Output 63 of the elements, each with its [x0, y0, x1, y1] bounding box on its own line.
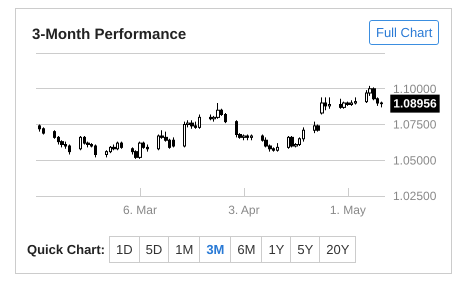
- candlestick: [272, 146, 275, 152]
- candlestick: [316, 124, 320, 132]
- text: 20Y: [319, 236, 356, 263]
- candlestick: [224, 112, 227, 124]
- candlestick: [246, 134, 249, 141]
- candlestick: [264, 136, 268, 148]
- candlestick: [183, 121, 186, 148]
- x-tick-label: 6. Mar: [122, 203, 157, 217]
- candlestick: [365, 90, 368, 104]
- x-tick-label: 1. May: [330, 203, 366, 217]
- text: 5Y: [290, 236, 320, 263]
- text: 1M: [168, 236, 200, 263]
- annotation: 1.08956: [393, 96, 437, 111]
- candlestick: [60, 140, 64, 148]
- candlestick: [138, 141, 142, 160]
- x-tick-label: 3. Apr: [228, 203, 260, 217]
- candlestick: [216, 102, 220, 120]
- candlestick: [276, 142, 279, 152]
- candlestick: [350, 100, 353, 106]
- candlestick: [380, 101, 383, 108]
- candlestick: [290, 135, 294, 148]
- candlestick: [342, 101, 346, 110]
- candlestick: [131, 146, 134, 156]
- text: 1Y: [261, 236, 292, 263]
- text: 6M: [230, 236, 262, 263]
- candlestick: [105, 150, 108, 158]
- candlestick: [324, 96, 327, 111]
- candlestick: [242, 134, 246, 141]
- candlestick: [320, 96, 324, 115]
- candlestick: [346, 101, 350, 106]
- candlestick: [112, 144, 116, 151]
- text: Quick Chart:: [27, 242, 106, 257]
- candlestick: [79, 135, 82, 151]
- text: Full Chart: [369, 20, 440, 45]
- candlestick: [190, 120, 194, 130]
- candlestick: [42, 126, 45, 136]
- y-tick-label: 1.07500: [393, 118, 437, 132]
- y-tick-label: 1.05000: [393, 153, 437, 168]
- y-tick-label: 1.10000: [393, 82, 437, 96]
- chart-title: 3-Month Performance: [32, 26, 186, 43]
- candlestick: [354, 96, 357, 105]
- candlestick: [328, 96, 331, 110]
- text: 5D: [138, 236, 170, 263]
- candlestick: [209, 114, 212, 121]
- candlestick: [146, 144, 149, 152]
- candlestick: [120, 141, 123, 150]
- candlestick: [287, 135, 290, 150]
- candlestick: [94, 144, 97, 158]
- candlestick: [157, 134, 160, 151]
- candlestick: [313, 121, 316, 134]
- candlestick: [109, 145, 112, 154]
- text: 1D: [109, 236, 140, 263]
- candlestick: [250, 134, 253, 141]
- y-tick-label: 1.02500: [393, 189, 437, 203]
- candlestick: [38, 124, 41, 132]
- text: 3M: [199, 236, 232, 263]
- candlestick: [302, 126, 305, 142]
- candlestick: [339, 98, 342, 110]
- candlestick: [172, 136, 175, 148]
- candlestick: [116, 141, 119, 151]
- candlestick: [198, 114, 201, 130]
- candlestick: [68, 144, 71, 156]
- candlestick: [235, 120, 238, 138]
